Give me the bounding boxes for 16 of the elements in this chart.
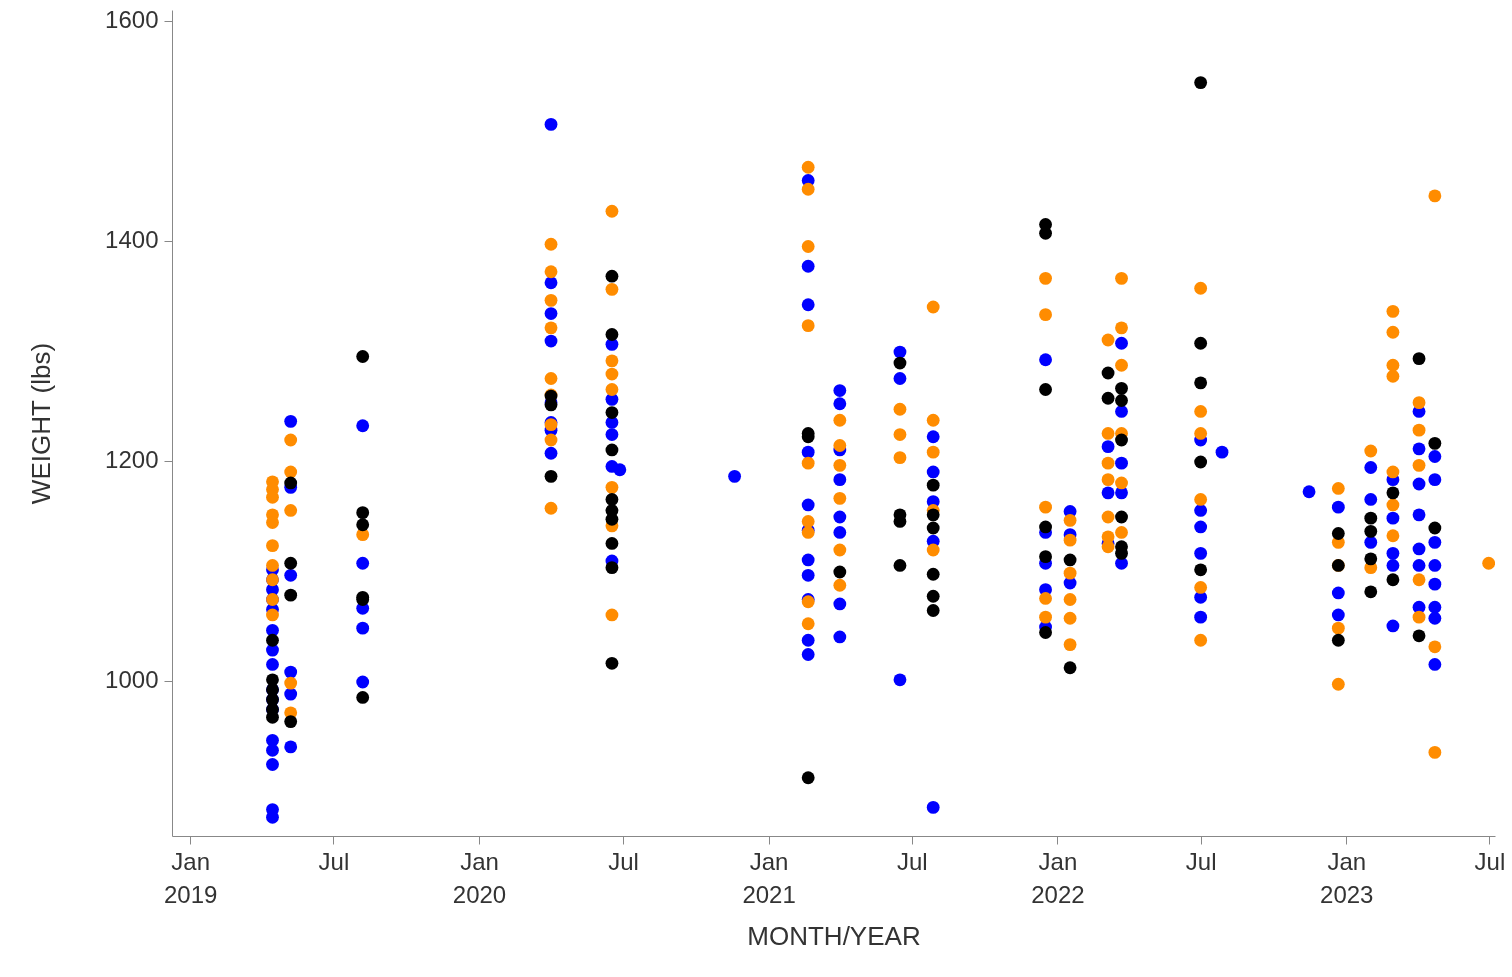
x-tick-label: Jan 2022 [1031, 847, 1085, 908]
x-tick-label: Jan 2021 [742, 847, 796, 908]
x-tick-label: Jan 2019 [164, 847, 218, 908]
x-axis-title: MONTH/YEAR [747, 920, 921, 951]
y-tick-label: 1000 [105, 666, 159, 694]
x-tick-label: Jul [1474, 847, 1506, 875]
y-axis-title: WEIGHT (lbs) [26, 342, 57, 505]
x-tick-label: Jan 2020 [452, 847, 507, 908]
x-tick-label: Jul [896, 847, 928, 875]
y-tick-label: 1400 [105, 226, 159, 254]
x-tick-label: Jul [608, 847, 639, 875]
x-tick-label: Jul [1185, 847, 1217, 875]
y-tick-label: 1600 [105, 6, 159, 34]
y-tick-label: 1200 [105, 446, 159, 474]
x-tick-label: Jan 2023 [1320, 847, 1374, 908]
x-tick-label: Jul [318, 847, 350, 875]
